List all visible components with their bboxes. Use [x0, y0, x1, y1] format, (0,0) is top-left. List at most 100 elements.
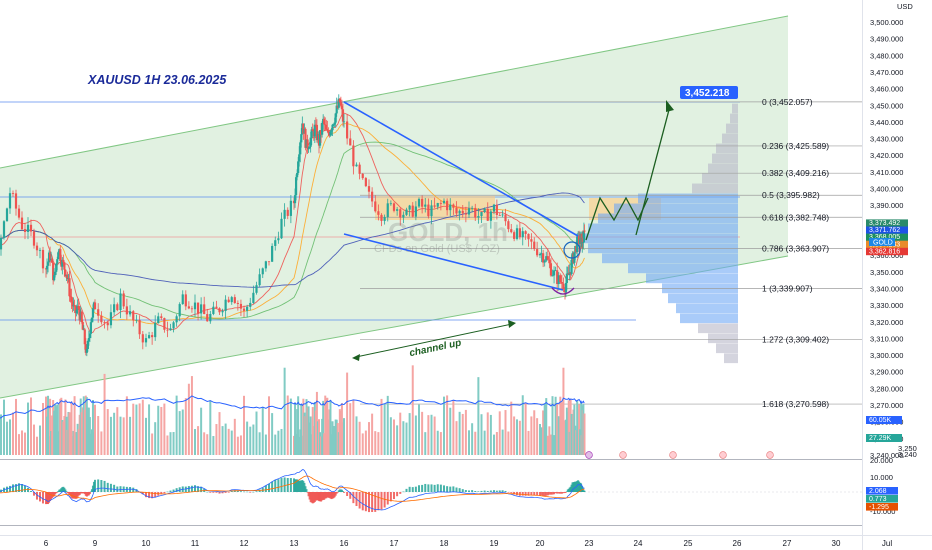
candle-body — [414, 206, 417, 217]
volume-bar — [530, 416, 533, 455]
price-tick-label: 3,460.000 — [870, 85, 903, 94]
candle-body — [246, 306, 249, 311]
target-price-badge — [680, 86, 738, 99]
economic-event-icon[interactable] — [766, 451, 774, 459]
candle-body — [230, 297, 233, 303]
macd-histogram-bar — [243, 491, 245, 493]
economic-event-icon[interactable] — [719, 451, 727, 459]
macd-histogram-bar — [551, 492, 554, 495]
candle-body — [236, 303, 239, 304]
candle-body — [330, 130, 333, 132]
candle-body — [458, 210, 461, 214]
candle-body — [35, 245, 39, 251]
macd-histogram-bar — [63, 487, 66, 492]
macd-histogram-bar — [402, 491, 405, 493]
volume-bar — [27, 402, 29, 455]
volume-bar — [227, 428, 230, 455]
candle-body — [264, 261, 267, 269]
time-tick-label: 19 — [490, 539, 499, 548]
candle-body — [333, 122, 336, 125]
candle-body — [283, 209, 286, 219]
macd-histogram-bar — [556, 492, 559, 494]
volume-profile-bar — [730, 113, 738, 124]
macd-histogram-bar — [493, 490, 495, 492]
candle-body — [548, 259, 551, 264]
volume-bar — [280, 428, 283, 455]
macd-histogram-bar — [335, 492, 338, 494]
volume-bar — [474, 431, 477, 455]
candle-body — [510, 229, 513, 233]
volume-bar — [315, 391, 318, 455]
channel-upper-line — [0, 15, 789, 169]
candle-body — [296, 173, 299, 178]
macd-histogram-bar — [436, 484, 439, 492]
volume-bar — [141, 399, 144, 455]
candle-body — [315, 124, 319, 141]
macd-histogram-bar — [6, 486, 8, 492]
candle-body — [51, 258, 54, 263]
candle-body — [87, 337, 90, 341]
candle-body — [64, 269, 67, 276]
candle-body — [424, 204, 427, 207]
volume-bar — [302, 398, 305, 455]
macd-histogram-bar — [48, 492, 51, 503]
candle-body — [299, 142, 302, 155]
volume-bar — [209, 400, 212, 455]
macd-histogram-bar — [327, 492, 330, 498]
candle-body — [193, 302, 197, 310]
macd-histogram-bar — [315, 492, 318, 501]
macd-histogram-bar — [349, 492, 352, 499]
candle-body — [507, 221, 510, 230]
channel-arrowhead-left — [352, 354, 360, 361]
volume-bar — [243, 395, 245, 455]
candle-body — [399, 209, 402, 218]
volume-bar — [424, 432, 427, 455]
macd-histogram-bar — [389, 492, 392, 502]
volume-bar — [135, 404, 138, 455]
macd-histogram-bar — [49, 492, 52, 502]
macd-histogram-bar — [418, 485, 420, 492]
volume-bar — [311, 407, 314, 455]
candle-body — [377, 211, 380, 215]
volume-bar — [306, 407, 309, 455]
economic-event-icon[interactable] — [669, 451, 677, 459]
currency-label: USD — [897, 2, 913, 11]
candle-body — [311, 129, 314, 132]
candle-body — [138, 319, 141, 335]
volume-bar — [157, 405, 160, 455]
volume-bar — [169, 432, 172, 455]
volume-bar — [261, 406, 264, 455]
macd-tag-label: 2.068 — [869, 488, 887, 495]
macd-histogram-bar — [386, 492, 389, 505]
volume-bar — [396, 425, 399, 455]
candle-body — [349, 138, 352, 146]
volume-bar — [553, 435, 556, 455]
macd-histogram-bar — [12, 484, 14, 492]
volume-bar — [559, 396, 562, 455]
projection-arrowhead — [666, 100, 674, 112]
time-tick-label: 12 — [240, 539, 249, 548]
volume-bar — [557, 416, 560, 455]
economic-event-icon[interactable] — [585, 451, 593, 459]
volume-bar — [567, 400, 570, 455]
candle-body — [436, 203, 439, 207]
macd-histogram-bar — [113, 484, 116, 492]
candle-body — [258, 274, 261, 286]
volume-bar — [51, 415, 54, 455]
macd-histogram-bar — [536, 492, 539, 496]
macd-histogram-bar — [227, 492, 230, 493]
candle-body — [332, 124, 335, 126]
macd-histogram-bar — [178, 487, 181, 492]
macd-histogram-bar — [212, 492, 215, 493]
macd-histogram-bar — [289, 478, 292, 492]
economic-event-icon[interactable] — [619, 451, 627, 459]
macd-histogram-bar — [461, 489, 464, 492]
macd-histogram-bar — [446, 486, 449, 492]
candle-body — [538, 254, 542, 256]
volume-bar — [75, 432, 78, 455]
volume-bar — [181, 409, 184, 455]
candle-body — [109, 312, 113, 326]
macd-histogram-bar — [554, 492, 557, 494]
volume-bar — [274, 434, 277, 455]
